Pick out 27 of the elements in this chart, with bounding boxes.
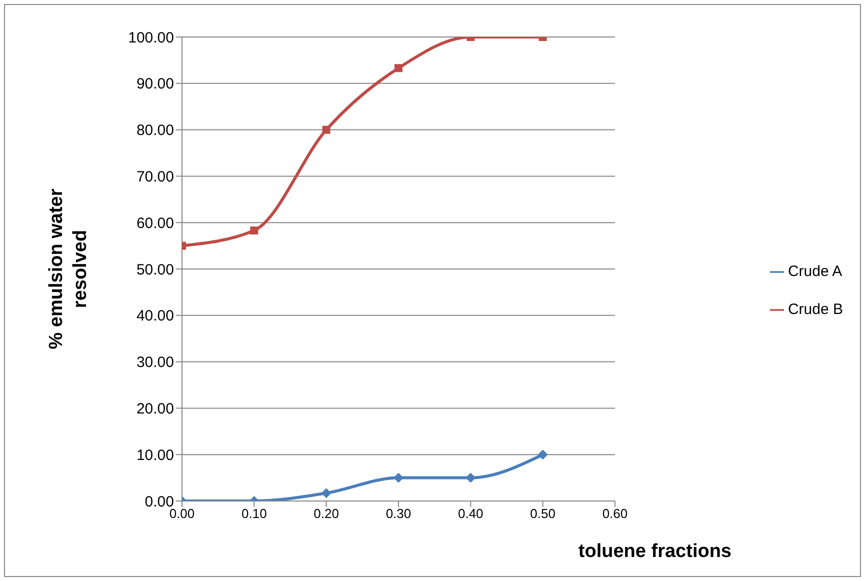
legend-label: Crude B [788,300,843,318]
x-tick-label: 0.10 [242,506,267,522]
legend-label: Crude A [788,262,842,280]
y-tick-label: 80.00 [136,122,174,140]
point [394,64,402,72]
x-tick-label: 0.50 [530,506,556,522]
y-axis-title: % emulsion water resolved [46,188,91,350]
x-tick-label: 0.30 [386,506,412,522]
x-axis-title: toluene fractions [578,541,732,562]
point [466,472,476,483]
x-tick-label: 0.60 [602,506,628,522]
y-tick-label: 20.00 [136,400,174,418]
y-tick-label: 30.00 [136,354,174,372]
x-tick-label: 0.20 [314,506,339,522]
point [538,450,548,460]
point [321,488,332,498]
y-tick-label: 70.00 [136,168,174,186]
x-tick-label: 0.40 [458,506,484,522]
y-tick-label: 10.00 [136,446,174,464]
point [393,472,404,483]
y-tick-label: 50.00 [136,261,174,278]
y-tick-label: 40.00 [136,308,174,325]
y-tick-label: 60.00 [136,214,174,232]
y-tick-label: 90.00 [136,76,174,93]
point [322,126,330,134]
point [250,226,258,234]
y-tick-label: 100.00 [128,29,174,46]
